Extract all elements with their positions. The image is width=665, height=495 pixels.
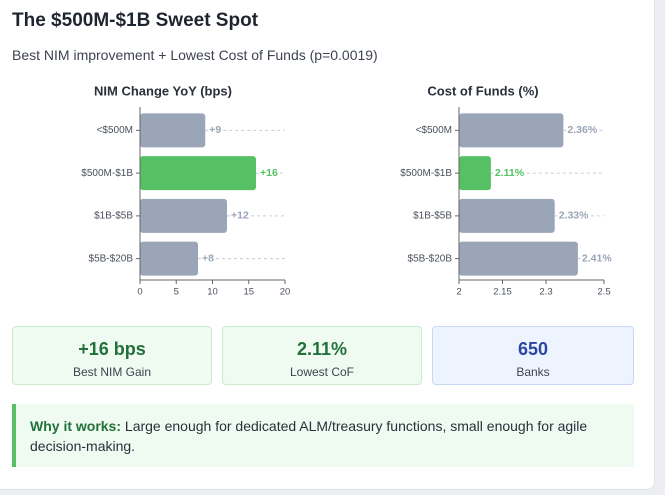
value-label-bg [493, 166, 526, 179]
value-label: 2.33% [559, 210, 589, 222]
x-tick-label: 0 [137, 287, 142, 298]
bar [140, 198, 227, 233]
stat-value: 650 [517, 339, 549, 359]
bar [459, 113, 564, 148]
stat-value: 2.11% [296, 339, 348, 359]
bar [140, 241, 198, 276]
value-label: +12 [231, 210, 249, 222]
value-label: 2.36% [567, 124, 597, 136]
x-tick-label: 2.15 [493, 287, 512, 298]
title: The $500M-$1B Sweet Spot [12, 10, 259, 31]
value-label: +9 [209, 124, 221, 136]
y-tick-label: $500M-$1B [81, 168, 133, 179]
value-label-bg [230, 209, 250, 222]
stat-card: +16 bps Best NIM Gain [12, 326, 212, 385]
stat-card: 650 Banks [432, 326, 634, 385]
chart-title: Cost of Funds (%) [427, 83, 538, 98]
bar [140, 156, 256, 191]
x-tick-label: 20 [280, 287, 291, 298]
value-label-bg [566, 124, 599, 137]
card: The $500M-$1B Sweet Spot Best NIM improv… [0, 0, 655, 490]
y-tick-label: $1B-$5B [413, 211, 452, 222]
bar [459, 241, 578, 276]
value-label-bg [580, 252, 614, 265]
x-tick-label: 10 [207, 287, 218, 298]
stat-label: Lowest CoF [289, 365, 355, 379]
value-label: +8 [202, 252, 214, 264]
y-tick-label: $5B-$20B [89, 253, 134, 264]
value-label: +16 [260, 167, 278, 179]
stat-card: 2.11% Lowest CoF [222, 326, 422, 385]
value-label-bg [259, 166, 279, 179]
y-tick-label: <$500M [97, 125, 133, 136]
bar [459, 156, 491, 191]
charts: NIM Change YoY (bps) <$500M +9 $500M-$1B +16… [81, 83, 614, 298]
x-tick-label: 15 [243, 287, 254, 298]
bar [459, 198, 555, 233]
callout-lead: Why it works: [30, 418, 122, 434]
value-label: 2.11% [495, 167, 525, 179]
x-tick-label: 2.3 [539, 287, 552, 298]
value-label-bg [557, 209, 591, 222]
value-label: 2.41% [582, 252, 612, 264]
y-tick-label: <$500M [416, 125, 452, 136]
bar [140, 113, 206, 148]
stat-label: Banks [516, 365, 550, 379]
stat-label: Best NIM Gain [72, 365, 152, 379]
value-label-bg [208, 124, 223, 137]
x-tick-label: 2 [456, 287, 461, 298]
y-tick-label: $5B-$20B [408, 253, 453, 264]
stat-value: +16 bps [78, 339, 146, 359]
value-label-bg [201, 252, 216, 265]
y-tick-label: $1B-$5B [94, 211, 133, 222]
subtitle: Best NIM improvement + Lowest Cost of Fu… [12, 47, 378, 63]
x-tick-label: 2.5 [597, 287, 610, 298]
callout: Why it works: Large enough for dedicated… [12, 404, 634, 467]
callout-text: Large enough for dedicated ALM/treasury … [30, 418, 588, 454]
x-tick-label: 5 [174, 287, 179, 298]
y-tick-label: $500M-$1B [400, 168, 452, 179]
chart-title: NIM Change YoY (bps) [94, 83, 232, 98]
